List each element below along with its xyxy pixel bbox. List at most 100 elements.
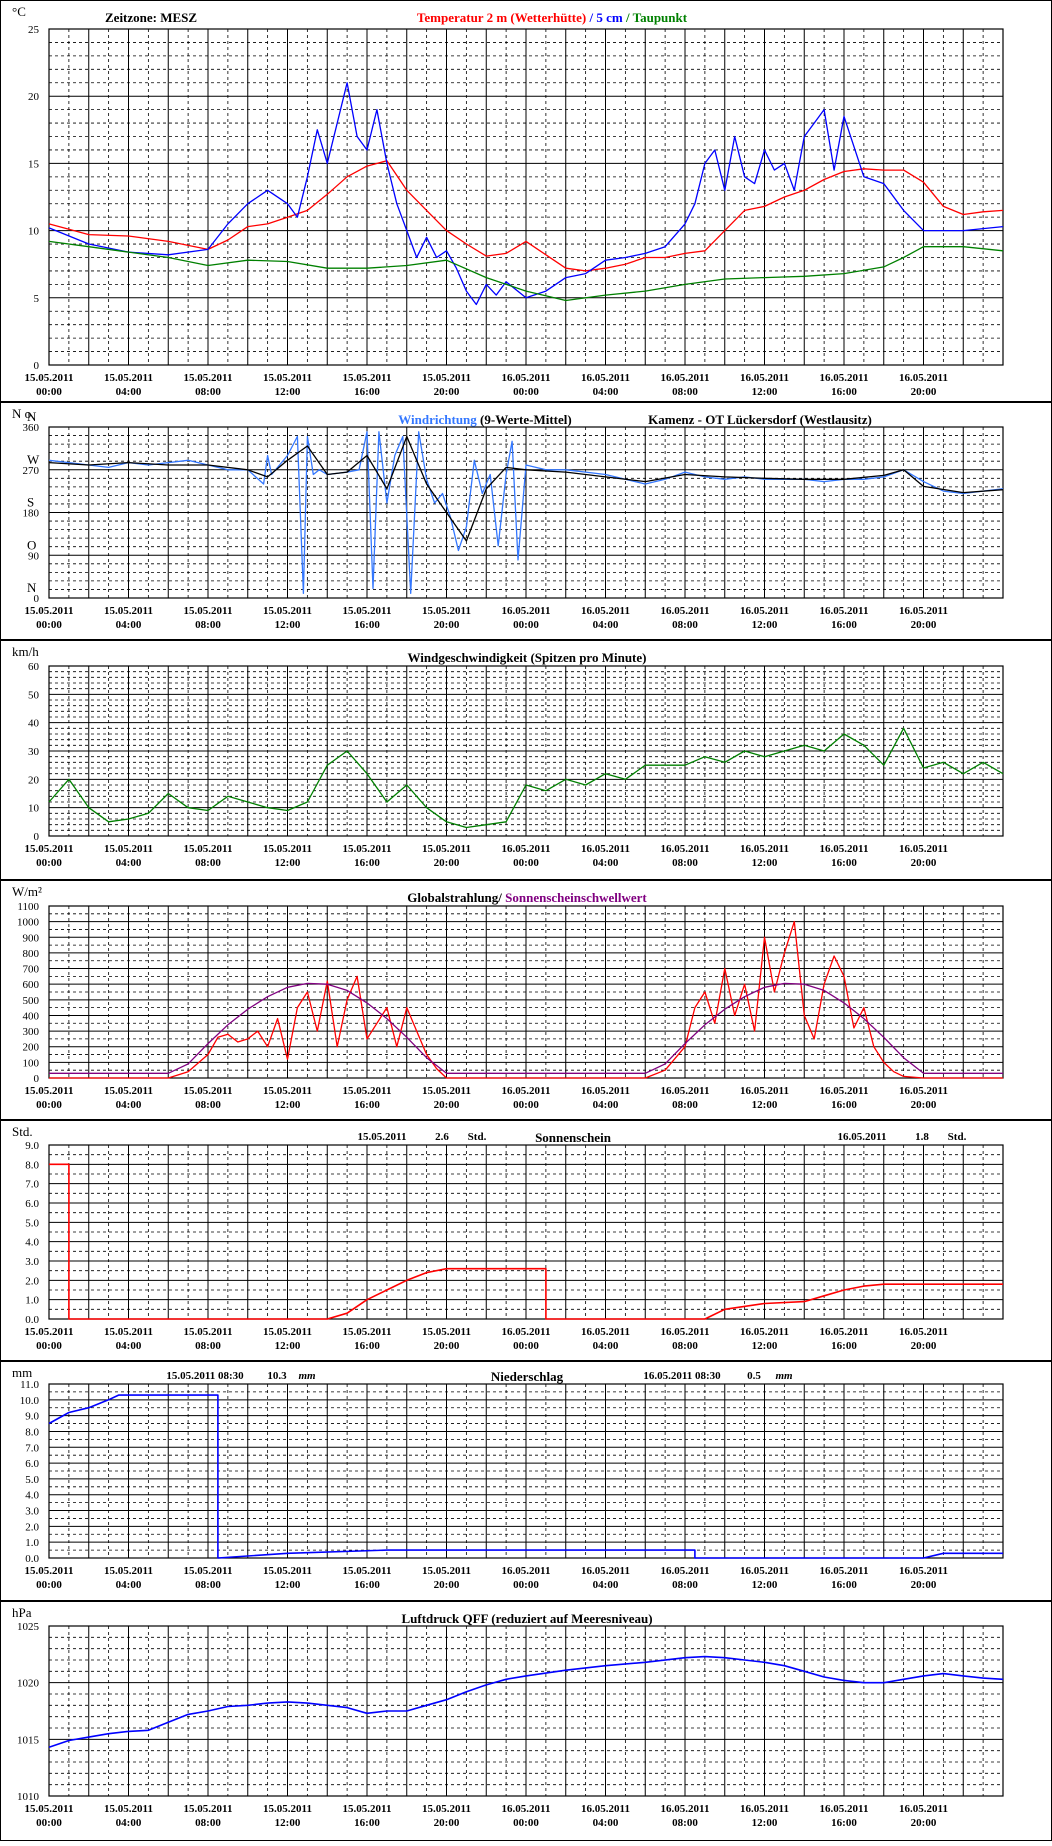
- y-tick-label: 40: [28, 718, 40, 730]
- x-tick-time: 08:00: [672, 857, 698, 869]
- x-tick-time: 16:00: [354, 1340, 380, 1352]
- x-tick-time: 04:00: [593, 1579, 619, 1591]
- y-tick-label: 25: [28, 24, 40, 36]
- x-tick-date: 15.05.2011: [343, 372, 392, 384]
- x-tick-date: 15.05.2011: [422, 372, 471, 384]
- x-tick-date: 16.05.2011: [899, 1326, 948, 1338]
- x-tick-date: 16.05.2011: [661, 1565, 710, 1577]
- x-tick-date: 16.05.2011: [581, 1565, 630, 1577]
- series-line-wind_direction-1: [48, 435, 1004, 542]
- x-tick-time: 20:00: [434, 1579, 460, 1591]
- x-tick-date: 15.05.2011: [343, 1565, 392, 1577]
- x-tick-date: 16.05.2011: [581, 372, 630, 384]
- day1-unit: mm: [298, 1370, 316, 1382]
- panel-sunshine: 0.01.02.03.04.05.06.07.08.09.0Std.15.05.…: [0, 1120, 1052, 1361]
- chart-title: Windgeschwindigkeit (Spitzen pro Minute): [408, 650, 647, 665]
- day1-value: 10.3: [267, 1370, 287, 1382]
- x-tick-time: 12:00: [275, 1340, 301, 1352]
- x-tick-date: 15.05.2011: [184, 1326, 233, 1338]
- x-tick-time: 04:00: [116, 1817, 142, 1829]
- x-tick-time: 00:00: [513, 857, 539, 869]
- x-tick-date: 15.05.2011: [184, 372, 233, 384]
- x-tick-date: 15.05.2011: [184, 1803, 233, 1815]
- x-tick-date: 16.05.2011: [820, 843, 869, 855]
- x-tick-time: 20:00: [911, 619, 937, 631]
- y-tick-label: 1100: [17, 901, 39, 913]
- x-tick-date: 16.05.2011: [581, 1803, 630, 1815]
- x-tick-date: 15.05.2011: [25, 843, 74, 855]
- x-tick-time: 04:00: [593, 1817, 619, 1829]
- y-tick-label: 1.0: [25, 1295, 39, 1307]
- x-tick-date: 15.05.2011: [25, 605, 74, 617]
- y-tick-label: 6.0: [25, 1198, 39, 1210]
- y-tick-label: 800: [23, 948, 40, 960]
- x-tick-time: 20:00: [911, 386, 937, 398]
- grid: [48, 1383, 1004, 1559]
- y-tick-label: 60: [28, 661, 40, 673]
- x-tick-time: 16:00: [354, 619, 380, 631]
- y-tick-label: 1020: [17, 1678, 40, 1690]
- x-tick-time: 08:00: [672, 1579, 698, 1591]
- y-tick-label: 6.0: [25, 1458, 39, 1470]
- panel-radiation: 0 100 200 300 400 500 600 700 800 900 1000 1100 W/m²…: [0, 880, 1052, 1120]
- series-line-wind_speed-0: [48, 727, 1004, 829]
- day1-value: 2.6: [435, 1131, 449, 1143]
- x-tick-date: 16.05.2011: [740, 1803, 789, 1815]
- x-tick-date: 15.05.2011: [263, 1085, 312, 1097]
- x-tick-time: 08:00: [672, 1340, 698, 1352]
- x-tick-date: 15.05.2011: [25, 372, 74, 384]
- y-tick-label: 0.0: [25, 1314, 39, 1326]
- x-tick-time: 12:00: [752, 1340, 778, 1352]
- x-tick-date: 16.05.2011: [899, 372, 948, 384]
- title-part: (9-Werte-Mittel): [477, 412, 572, 427]
- title-part: Globalstrahlung/: [407, 890, 502, 905]
- grid: [48, 28, 1004, 366]
- x-tick-time: 04:00: [116, 619, 142, 631]
- x-tick-date: 16.05.2011: [502, 843, 551, 855]
- x-tick-time: 12:00: [275, 1099, 301, 1111]
- y-tick-label: 900: [23, 932, 40, 944]
- x-tick-date: 15.05.2011: [25, 1803, 74, 1815]
- y-tick-label: 15: [28, 158, 40, 170]
- unit-label: hPa: [12, 1605, 32, 1620]
- compass-label: N: [27, 409, 37, 424]
- x-tick-time: 00:00: [36, 1817, 62, 1829]
- x-tick-date: 16.05.2011: [502, 1565, 551, 1577]
- x-tick-date: 15.05.2011: [25, 1326, 74, 1338]
- x-tick-date: 16.05.2011: [581, 1326, 630, 1338]
- y-tick-label: 11.0: [20, 1379, 39, 1391]
- x-tick-date: 16.05.2011: [740, 1085, 789, 1097]
- x-tick-time: 20:00: [911, 857, 937, 869]
- station-label: Kamenz - OT Lückersdorf (Westlausitz): [648, 412, 872, 427]
- y-tick-label: 0: [34, 360, 40, 372]
- x-tick-date: 16.05.2011: [899, 1085, 948, 1097]
- y-tick-label: 300: [23, 1026, 40, 1038]
- x-tick-time: 12:00: [275, 857, 301, 869]
- chart-title: Sonnenschein: [535, 1130, 612, 1145]
- y-tick-label: 5.0: [25, 1474, 39, 1486]
- x-tick-date: 16.05.2011: [820, 1085, 869, 1097]
- unit-label: km/h: [12, 644, 39, 659]
- compass-label: W: [27, 452, 40, 467]
- title-part: Windrichtung: [398, 412, 477, 427]
- y-tick-label: 270: [23, 465, 40, 477]
- day1-date: 15.05.2011: [358, 1131, 407, 1143]
- x-tick-date: 16.05.2011: [899, 1803, 948, 1815]
- x-tick-date: 15.05.2011: [263, 1326, 312, 1338]
- x-tick-date: 15.05.2011: [263, 372, 312, 384]
- x-tick-time: 20:00: [911, 1817, 937, 1829]
- y-tick-label: 20: [28, 91, 40, 103]
- day1-unit: Std.: [468, 1131, 487, 1143]
- series-line-precipitation-0: [48, 1394, 1003, 1559]
- y-tick-label: 7.0: [25, 1442, 39, 1454]
- title-part: Luftdruck QFF (reduziert auf Meeresnivea…: [401, 1611, 652, 1626]
- x-tick-time: 00:00: [513, 619, 539, 631]
- x-tick-time: 00:00: [513, 1340, 539, 1352]
- x-tick-time: 20:00: [434, 1099, 460, 1111]
- compass-label: S: [27, 495, 34, 510]
- x-tick-time: 16:00: [354, 386, 380, 398]
- y-tick-label: 3.0: [25, 1506, 39, 1518]
- y-tick-label: 600: [23, 979, 40, 991]
- y-tick-label: 20: [28, 774, 40, 786]
